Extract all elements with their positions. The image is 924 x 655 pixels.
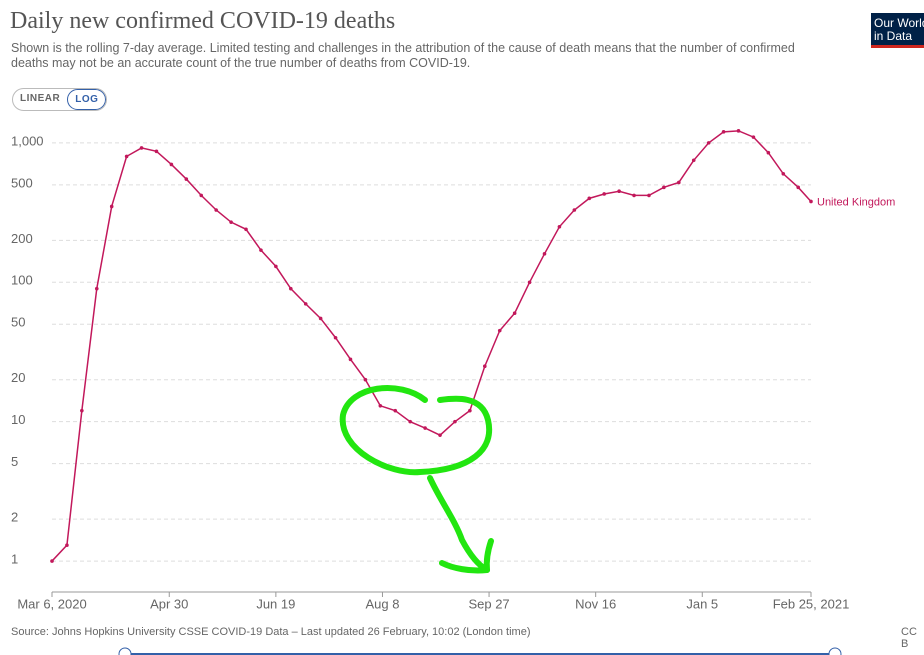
data-point [602,192,606,196]
data-point [796,185,801,190]
data-point [438,433,442,437]
chart-title: Daily new confirmed COVID-19 deaths [10,8,396,34]
y-tick-label: 200 [11,231,33,246]
data-point [423,426,427,430]
x-tick-label: Sep 27 [468,596,509,611]
annotation-circle [339,385,493,476]
data-point [244,227,248,232]
data-point [65,543,69,547]
x-tick-label: Jun 19 [256,596,295,611]
data-point [199,193,204,198]
data-point [527,280,532,285]
data-point [512,311,517,316]
data-point [677,180,681,185]
data-point [393,408,398,413]
y-tick-label: 1,000 [11,133,44,148]
data-point [154,149,159,154]
data-point [80,408,84,413]
x-tick-label: Mar 6, 2020 [17,596,86,611]
linear-button[interactable]: LINEAR [20,93,61,104]
x-tick-label: Aug 8 [365,596,399,611]
data-point [333,335,338,340]
data-point [229,220,233,224]
data-point [662,185,666,190]
timeline-handle[interactable] [828,647,842,655]
data-point [751,135,756,139]
data-point [453,419,457,424]
data-point [274,264,278,269]
y-tick-label: 50 [11,315,25,330]
data-point [557,225,562,229]
data-point [109,204,114,209]
data-point [169,162,174,167]
data-point [363,377,368,382]
data-point [542,252,547,256]
y-tick-label: 100 [11,273,33,288]
source: Source: Johns Hopkins University CSSE CO… [11,626,531,638]
y-tick-label: 2 [11,510,18,525]
data-point [124,154,129,159]
y-tick-label: 500 [11,175,33,190]
log-button[interactable]: LOG [67,89,107,110]
series-label: United Kingdom [817,196,895,208]
scale-toggle: LINEAR LOG [12,88,108,111]
data-point [288,286,293,291]
data-point [587,196,592,201]
data-point [184,177,189,181]
data-point [139,146,144,150]
x-tick-label: Jan 5 [686,596,718,611]
y-tick-label: 20 [11,370,25,385]
data-point [483,364,487,369]
x-tick-label: Feb 25, 2021 [773,596,850,611]
plot: 1 2 5 10 20 50 100 200 500 1,000 Mar 6, 2020 Apr 30… [11,129,895,611]
annotation-arrow [427,475,490,574]
chart-subtitle: Shown is the rolling 7-day average. Limi… [11,41,795,70]
timeline-handle[interactable] [118,647,132,655]
data-point [632,193,636,198]
data-point [721,130,726,134]
data-point [214,208,218,212]
logo[interactable]: Our World in Data [871,13,924,48]
timeline [118,647,842,655]
data-point [408,419,412,424]
data-point [318,316,323,321]
data-point [781,172,786,176]
data-point [303,302,308,306]
annotation-arrow [483,538,494,573]
x-tick-label: Apr 30 [150,596,188,611]
x-tick-label: Nov 16 [575,596,616,611]
data-point [736,129,741,133]
data-point [378,403,383,408]
data-point [572,208,577,212]
data-point [691,158,696,163]
data-point [94,286,99,291]
data-point [468,408,472,413]
series-line [51,130,812,562]
y-tick-label: 10 [11,412,25,427]
data-point [50,559,54,563]
data-point [766,150,771,155]
data-point [348,357,353,362]
data-point [259,248,263,252]
data-point [617,189,621,194]
data-point [809,199,813,204]
license: CC B [901,626,917,650]
y-tick-label: 5 [11,454,18,469]
data-point [497,328,502,333]
y-tick-label: 1 [11,552,18,567]
data-point [706,141,711,145]
annotation [339,385,494,574]
data-point [647,193,651,198]
